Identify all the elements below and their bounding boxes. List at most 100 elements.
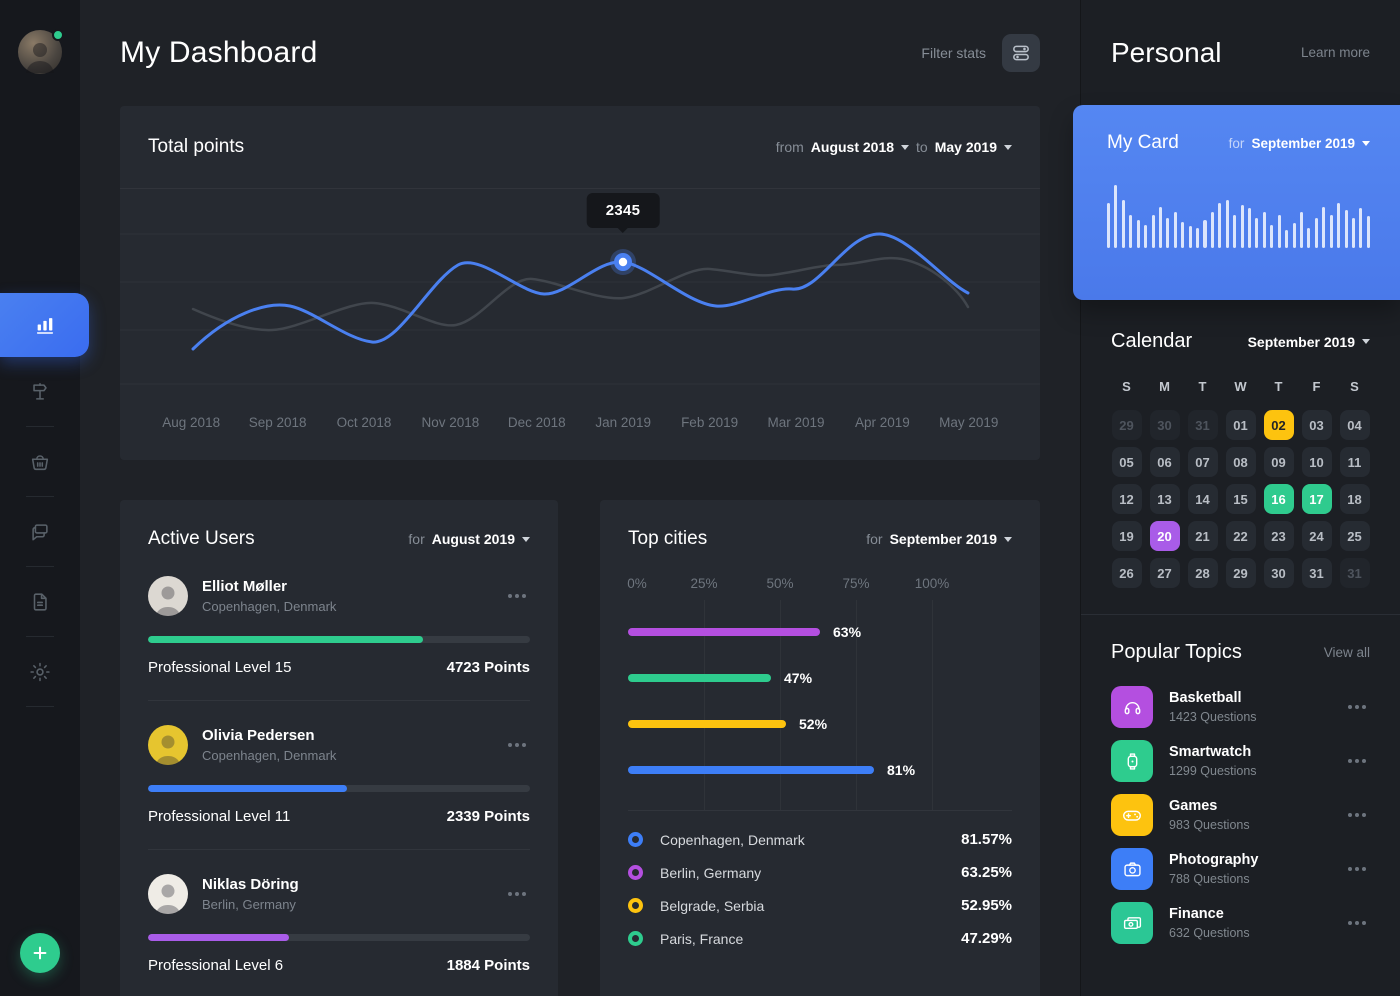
active-user-row: Elliot Møller Copenhagen, Denmark Professi… xyxy=(148,576,530,676)
add-button[interactable] xyxy=(20,933,60,973)
learn-more-link[interactable]: Learn more xyxy=(1300,45,1370,60)
topic-row[interactable]: Games 983 Questions xyxy=(1111,794,1370,836)
calendar-day[interactable]: 14 xyxy=(1187,484,1218,514)
more-icon[interactable] xyxy=(1344,701,1370,713)
sidebar-item-documents[interactable] xyxy=(0,567,80,636)
calendar-day[interactable]: 30 xyxy=(1149,410,1180,440)
more-icon[interactable] xyxy=(1344,863,1370,875)
calendar-day[interactable]: 31 xyxy=(1339,558,1370,588)
calendar-day[interactable]: 22 xyxy=(1225,521,1256,551)
calendar-day[interactable]: 26 xyxy=(1111,558,1142,588)
legend-row: Paris, France 47.29% xyxy=(628,922,1012,955)
nav-divider xyxy=(26,706,54,707)
spark-bar xyxy=(1151,215,1155,248)
more-icon[interactable] xyxy=(1344,917,1370,929)
spark-bar xyxy=(1173,212,1177,248)
topic-info: Games 983 Questions xyxy=(1169,798,1250,832)
weekday-label: S xyxy=(1350,379,1359,394)
more-icon[interactable] xyxy=(504,888,530,900)
my-card-period-select[interactable]: for September 2019 xyxy=(1229,136,1370,151)
sidebar-item-market[interactable] xyxy=(0,427,80,496)
calendar-day[interactable]: 27 xyxy=(1149,558,1180,588)
to-select[interactable]: May 2019 xyxy=(935,139,1012,155)
calendar-day[interactable]: 07 xyxy=(1187,447,1218,477)
calendar-day[interactable]: 31 xyxy=(1187,410,1218,440)
progress-track xyxy=(148,785,530,792)
topic-row[interactable]: Basketball 1423 Questions xyxy=(1111,686,1370,728)
caret-down-icon xyxy=(1362,140,1370,146)
calendar-day[interactable]: 13 xyxy=(1149,484,1180,514)
active-users-period-select[interactable]: for August 2019 xyxy=(408,531,530,547)
user-row-top: Olivia Pedersen Copenhagen, Denmark xyxy=(148,725,530,765)
calendar-day[interactable]: 29 xyxy=(1111,410,1142,440)
calendar-day[interactable]: 28 xyxy=(1187,558,1218,588)
calendar-day[interactable]: 05 xyxy=(1111,447,1142,477)
sidebar-item-settings[interactable] xyxy=(0,637,80,706)
calendar-day[interactable]: 06 xyxy=(1149,447,1180,477)
calendar-day[interactable]: 09 xyxy=(1263,447,1294,477)
more-icon[interactable] xyxy=(1344,755,1370,767)
weekday-label: W xyxy=(1234,379,1247,394)
secondary-line xyxy=(191,256,970,332)
active-user-row: Niklas Döring Berlin, Germany Professional… xyxy=(148,849,530,974)
topic-row[interactable]: Smartwatch 1299 Questions xyxy=(1111,740,1370,782)
chat-icon xyxy=(29,521,51,543)
user-row-top: Niklas Döring Berlin, Germany xyxy=(148,874,530,914)
calendar-day[interactable]: 25 xyxy=(1339,521,1370,551)
calendar-day[interactable]: 24 xyxy=(1301,521,1332,551)
spark-bar xyxy=(1240,205,1244,248)
filter-stats-label: Filter stats xyxy=(921,45,986,61)
card-bar-sparkline xyxy=(1107,180,1370,248)
calendar-day[interactable]: 31 xyxy=(1301,558,1332,588)
more-icon[interactable] xyxy=(504,590,530,602)
progress-fill xyxy=(148,636,424,643)
axis-tick-label: 75% xyxy=(842,576,870,591)
sidebar-item-milestones[interactable] xyxy=(0,357,80,426)
from-select[interactable]: August 2018 xyxy=(811,139,910,155)
more-icon[interactable] xyxy=(504,739,530,751)
calendar-day[interactable]: 12 xyxy=(1111,484,1142,514)
top-cities-card: Top cities for September 2019 0% 25% 50% 75… xyxy=(600,500,1040,996)
calendar-day[interactable]: 03 xyxy=(1301,410,1332,440)
person-silhouette-icon xyxy=(26,43,54,73)
sidebar-item-dashboard[interactable] xyxy=(0,293,89,357)
user-name: Olivia Pedersen xyxy=(202,727,315,744)
calendar-day[interactable]: 30 xyxy=(1263,558,1294,588)
spark-bar xyxy=(1233,215,1237,248)
sidebar-item-messages[interactable] xyxy=(0,497,80,566)
user-points: 1884 Points xyxy=(446,957,530,974)
calendar-day[interactable]: 11 xyxy=(1339,447,1370,477)
calendar-day[interactable]: 04 xyxy=(1339,410,1370,440)
user-avatar[interactable] xyxy=(18,29,64,74)
topic-row[interactable]: Photography 788 Questions xyxy=(1111,848,1370,890)
legend-ring-icon xyxy=(628,931,643,946)
user-name: Niklas Döring xyxy=(202,876,299,893)
calendar-day[interactable]: 23 xyxy=(1263,521,1294,551)
calendar-period-select[interactable]: September 2019 xyxy=(1248,334,1370,350)
legend-ring-icon xyxy=(628,898,643,913)
calendar-day[interactable]: 21 xyxy=(1187,521,1218,551)
calendar-day[interactable]: 17 xyxy=(1301,484,1332,514)
caret-down-icon xyxy=(1362,339,1370,344)
calendar-day[interactable]: 18 xyxy=(1339,484,1370,514)
calendar-day[interactable]: 08 xyxy=(1225,447,1256,477)
topic-name: Games xyxy=(1169,798,1218,814)
view-all-link[interactable]: View all xyxy=(1323,645,1370,660)
topic-name: Smartwatch xyxy=(1169,744,1252,760)
filter-stats-button[interactable] xyxy=(1002,34,1040,72)
calendar-day[interactable]: 19 xyxy=(1111,521,1142,551)
calendar-day[interactable]: 01 xyxy=(1225,410,1256,440)
top-cities-period-select[interactable]: for September 2019 xyxy=(866,531,1012,547)
spark-bar xyxy=(1114,185,1118,248)
calendar-day[interactable]: 29 xyxy=(1225,558,1256,588)
calendar-day[interactable]: 20 xyxy=(1149,521,1180,551)
calendar-day[interactable]: 15 xyxy=(1225,484,1256,514)
calendar-day[interactable]: 02 xyxy=(1263,410,1294,440)
calendar-day[interactable]: 16 xyxy=(1263,484,1294,514)
topic-row[interactable]: Finance 632 Questions xyxy=(1111,902,1370,944)
toggles-icon xyxy=(1010,42,1032,64)
calendar-day[interactable]: 10 xyxy=(1301,447,1332,477)
legend-row: Berlin, Germany 63.25% xyxy=(628,856,1012,889)
more-icon[interactable] xyxy=(1344,809,1370,821)
